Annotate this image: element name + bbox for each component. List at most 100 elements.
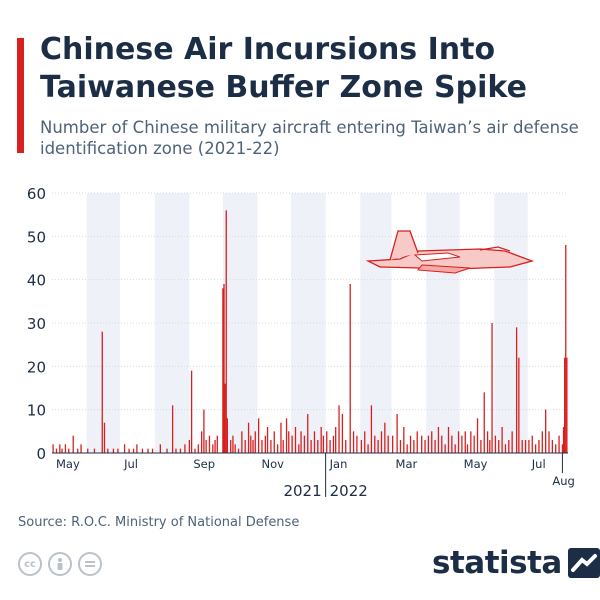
bar bbox=[391, 435, 394, 453]
bar bbox=[261, 440, 263, 453]
bar bbox=[230, 440, 232, 453]
bar bbox=[494, 435, 497, 453]
bar bbox=[457, 431, 460, 453]
bar bbox=[61, 448, 63, 453]
bar bbox=[329, 440, 331, 453]
chart-subtitle: Number of Chinese military aircraft ente… bbox=[40, 118, 579, 158]
bar bbox=[317, 440, 319, 453]
bar bbox=[171, 405, 174, 453]
bar bbox=[322, 435, 325, 453]
bar bbox=[367, 444, 369, 453]
bar bbox=[298, 444, 300, 453]
bar bbox=[396, 414, 398, 453]
bar bbox=[561, 444, 564, 453]
bar bbox=[64, 444, 67, 453]
bar bbox=[212, 444, 214, 453]
bar bbox=[184, 444, 186, 453]
bar bbox=[501, 427, 503, 453]
bar bbox=[247, 422, 250, 453]
bar bbox=[313, 431, 316, 453]
y-tick-label: 10 bbox=[27, 402, 46, 420]
x-tick-label: Mar bbox=[396, 457, 418, 471]
bar bbox=[264, 435, 266, 453]
bar bbox=[483, 392, 485, 453]
bar bbox=[208, 435, 211, 453]
bar bbox=[197, 444, 199, 453]
bar bbox=[112, 448, 115, 453]
bar bbox=[332, 435, 335, 453]
x-tick-label: Jul bbox=[531, 457, 546, 471]
bar bbox=[434, 440, 436, 453]
bar bbox=[524, 440, 527, 453]
bar bbox=[310, 440, 312, 453]
bar bbox=[515, 327, 518, 453]
incursions-chart: 0 10 20 30 40 50 60 May Jul Sep Nov Jan Mar May Jul Au… bbox=[27, 185, 575, 500]
bar bbox=[558, 435, 560, 453]
y-tick-label: 50 bbox=[27, 228, 46, 246]
statista-logo[interactable]: statista bbox=[432, 545, 600, 581]
bar bbox=[132, 448, 135, 453]
license-icons: cc bbox=[18, 552, 102, 576]
y-tick-label: 30 bbox=[27, 315, 46, 333]
bar bbox=[451, 435, 453, 453]
bar bbox=[508, 440, 510, 453]
x-tick-label: Jul bbox=[123, 457, 138, 471]
creative-commons-icon[interactable]: cc bbox=[18, 552, 42, 576]
bar bbox=[276, 444, 279, 453]
bar bbox=[77, 448, 79, 453]
y-tick-label: 40 bbox=[27, 272, 46, 290]
bar bbox=[291, 435, 293, 453]
bar bbox=[504, 444, 507, 453]
x-tick-label: Aug bbox=[552, 474, 574, 488]
bar bbox=[538, 440, 540, 453]
bar bbox=[55, 448, 58, 453]
bar bbox=[431, 431, 433, 453]
bar bbox=[399, 440, 402, 453]
bar bbox=[80, 444, 82, 453]
bar bbox=[341, 414, 344, 453]
bar bbox=[377, 440, 379, 453]
bar bbox=[93, 448, 96, 453]
bar bbox=[563, 357, 566, 453]
bar bbox=[87, 448, 89, 453]
bar bbox=[254, 431, 256, 453]
bar bbox=[545, 409, 547, 453]
chart-title: Chinese Air Incursions Into Taiwanese Bu… bbox=[40, 32, 527, 105]
bar bbox=[123, 444, 126, 453]
bar bbox=[190, 370, 193, 453]
bar bbox=[427, 435, 430, 453]
bar bbox=[107, 448, 109, 453]
bar bbox=[201, 431, 203, 453]
bar bbox=[250, 435, 252, 453]
year-label-2022: 2022 bbox=[330, 482, 368, 500]
bar bbox=[531, 435, 533, 453]
bar bbox=[511, 431, 513, 453]
bar bbox=[349, 284, 351, 453]
fighter-jet-icon bbox=[365, 230, 535, 274]
bar bbox=[273, 431, 275, 453]
attribution-icon[interactable] bbox=[48, 552, 72, 576]
no-derivatives-icon[interactable] bbox=[78, 552, 102, 576]
x-tick-label: Sep bbox=[193, 457, 215, 471]
y-tick-label: 0 bbox=[36, 445, 46, 463]
bar bbox=[444, 444, 446, 453]
statista-logo-icon bbox=[567, 548, 600, 578]
month-band bbox=[360, 193, 392, 453]
bar bbox=[117, 448, 119, 453]
bar bbox=[320, 427, 322, 453]
bar bbox=[179, 448, 182, 453]
bar bbox=[562, 427, 565, 453]
bar bbox=[352, 431, 355, 453]
bar bbox=[345, 440, 347, 453]
bar bbox=[555, 444, 557, 453]
bar bbox=[203, 409, 205, 453]
bar bbox=[416, 431, 418, 453]
bar bbox=[188, 440, 191, 453]
bar bbox=[194, 448, 196, 453]
bar bbox=[335, 427, 337, 453]
bar bbox=[498, 440, 500, 453]
bar bbox=[303, 435, 306, 453]
bar bbox=[222, 288, 224, 453]
bar bbox=[282, 440, 284, 453]
bar bbox=[68, 448, 70, 453]
